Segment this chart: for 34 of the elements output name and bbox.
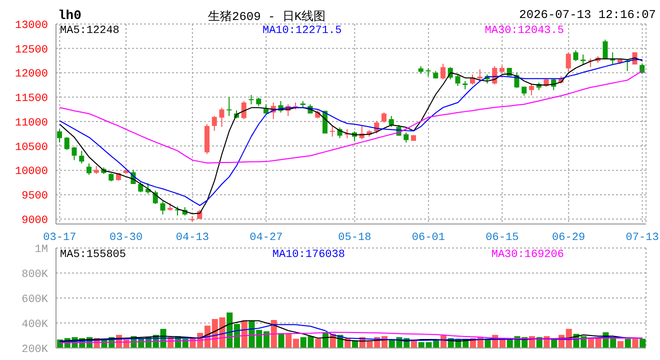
y-tick-label: 10000 <box>14 166 48 178</box>
y-tick-label: 9000 <box>22 215 48 228</box>
text: MA5:155805 <box>60 249 126 261</box>
chart-title: 生猪2609 - 日K线图 <box>208 9 326 25</box>
x-tick-label: 05-18 <box>338 232 372 244</box>
y-tick-label: 800K <box>22 268 48 281</box>
text: MA10:176038 <box>272 249 345 261</box>
text: MA10:12271.5 <box>262 25 342 37</box>
y-tick-label: 200K <box>22 344 48 356</box>
x-tick-label: 06-01 <box>412 232 446 244</box>
x-tick-label: 03-17 <box>43 232 76 244</box>
text: lh0 <box>58 8 82 23</box>
y-tick-label: 11500 <box>14 93 48 106</box>
y-tick-label: 600K <box>22 294 48 306</box>
text: MA30:169206 <box>491 249 564 261</box>
x-tick-label: 07-13 <box>626 232 659 244</box>
line-series <box>59 332 643 344</box>
line-series <box>59 70 643 164</box>
text: 2026-07-13 12:16:07 <box>519 8 656 22</box>
x-tick-label: 04-27 <box>250 232 283 244</box>
text: MA5:12248 <box>60 25 120 37</box>
x-tick-label: 06-15 <box>486 232 519 244</box>
y-tick-label: 12500 <box>14 44 48 56</box>
text: MA30:12043.5 <box>484 25 564 37</box>
x-tick-label: 03-30 <box>110 232 143 244</box>
y-tick-label: 12000 <box>14 68 48 81</box>
x-tick-label: 06-29 <box>552 232 586 244</box>
y-tick-label: 400K <box>22 318 48 331</box>
y-tick-label: 11000 <box>14 117 48 130</box>
y-tick-label: 9500 <box>22 190 48 203</box>
y-tick-label: 13000 <box>14 20 48 32</box>
y-tick-label: 10500 <box>14 142 48 154</box>
x-tick-label: 04-13 <box>176 232 209 244</box>
y-tick-label: 1M <box>34 244 48 256</box>
